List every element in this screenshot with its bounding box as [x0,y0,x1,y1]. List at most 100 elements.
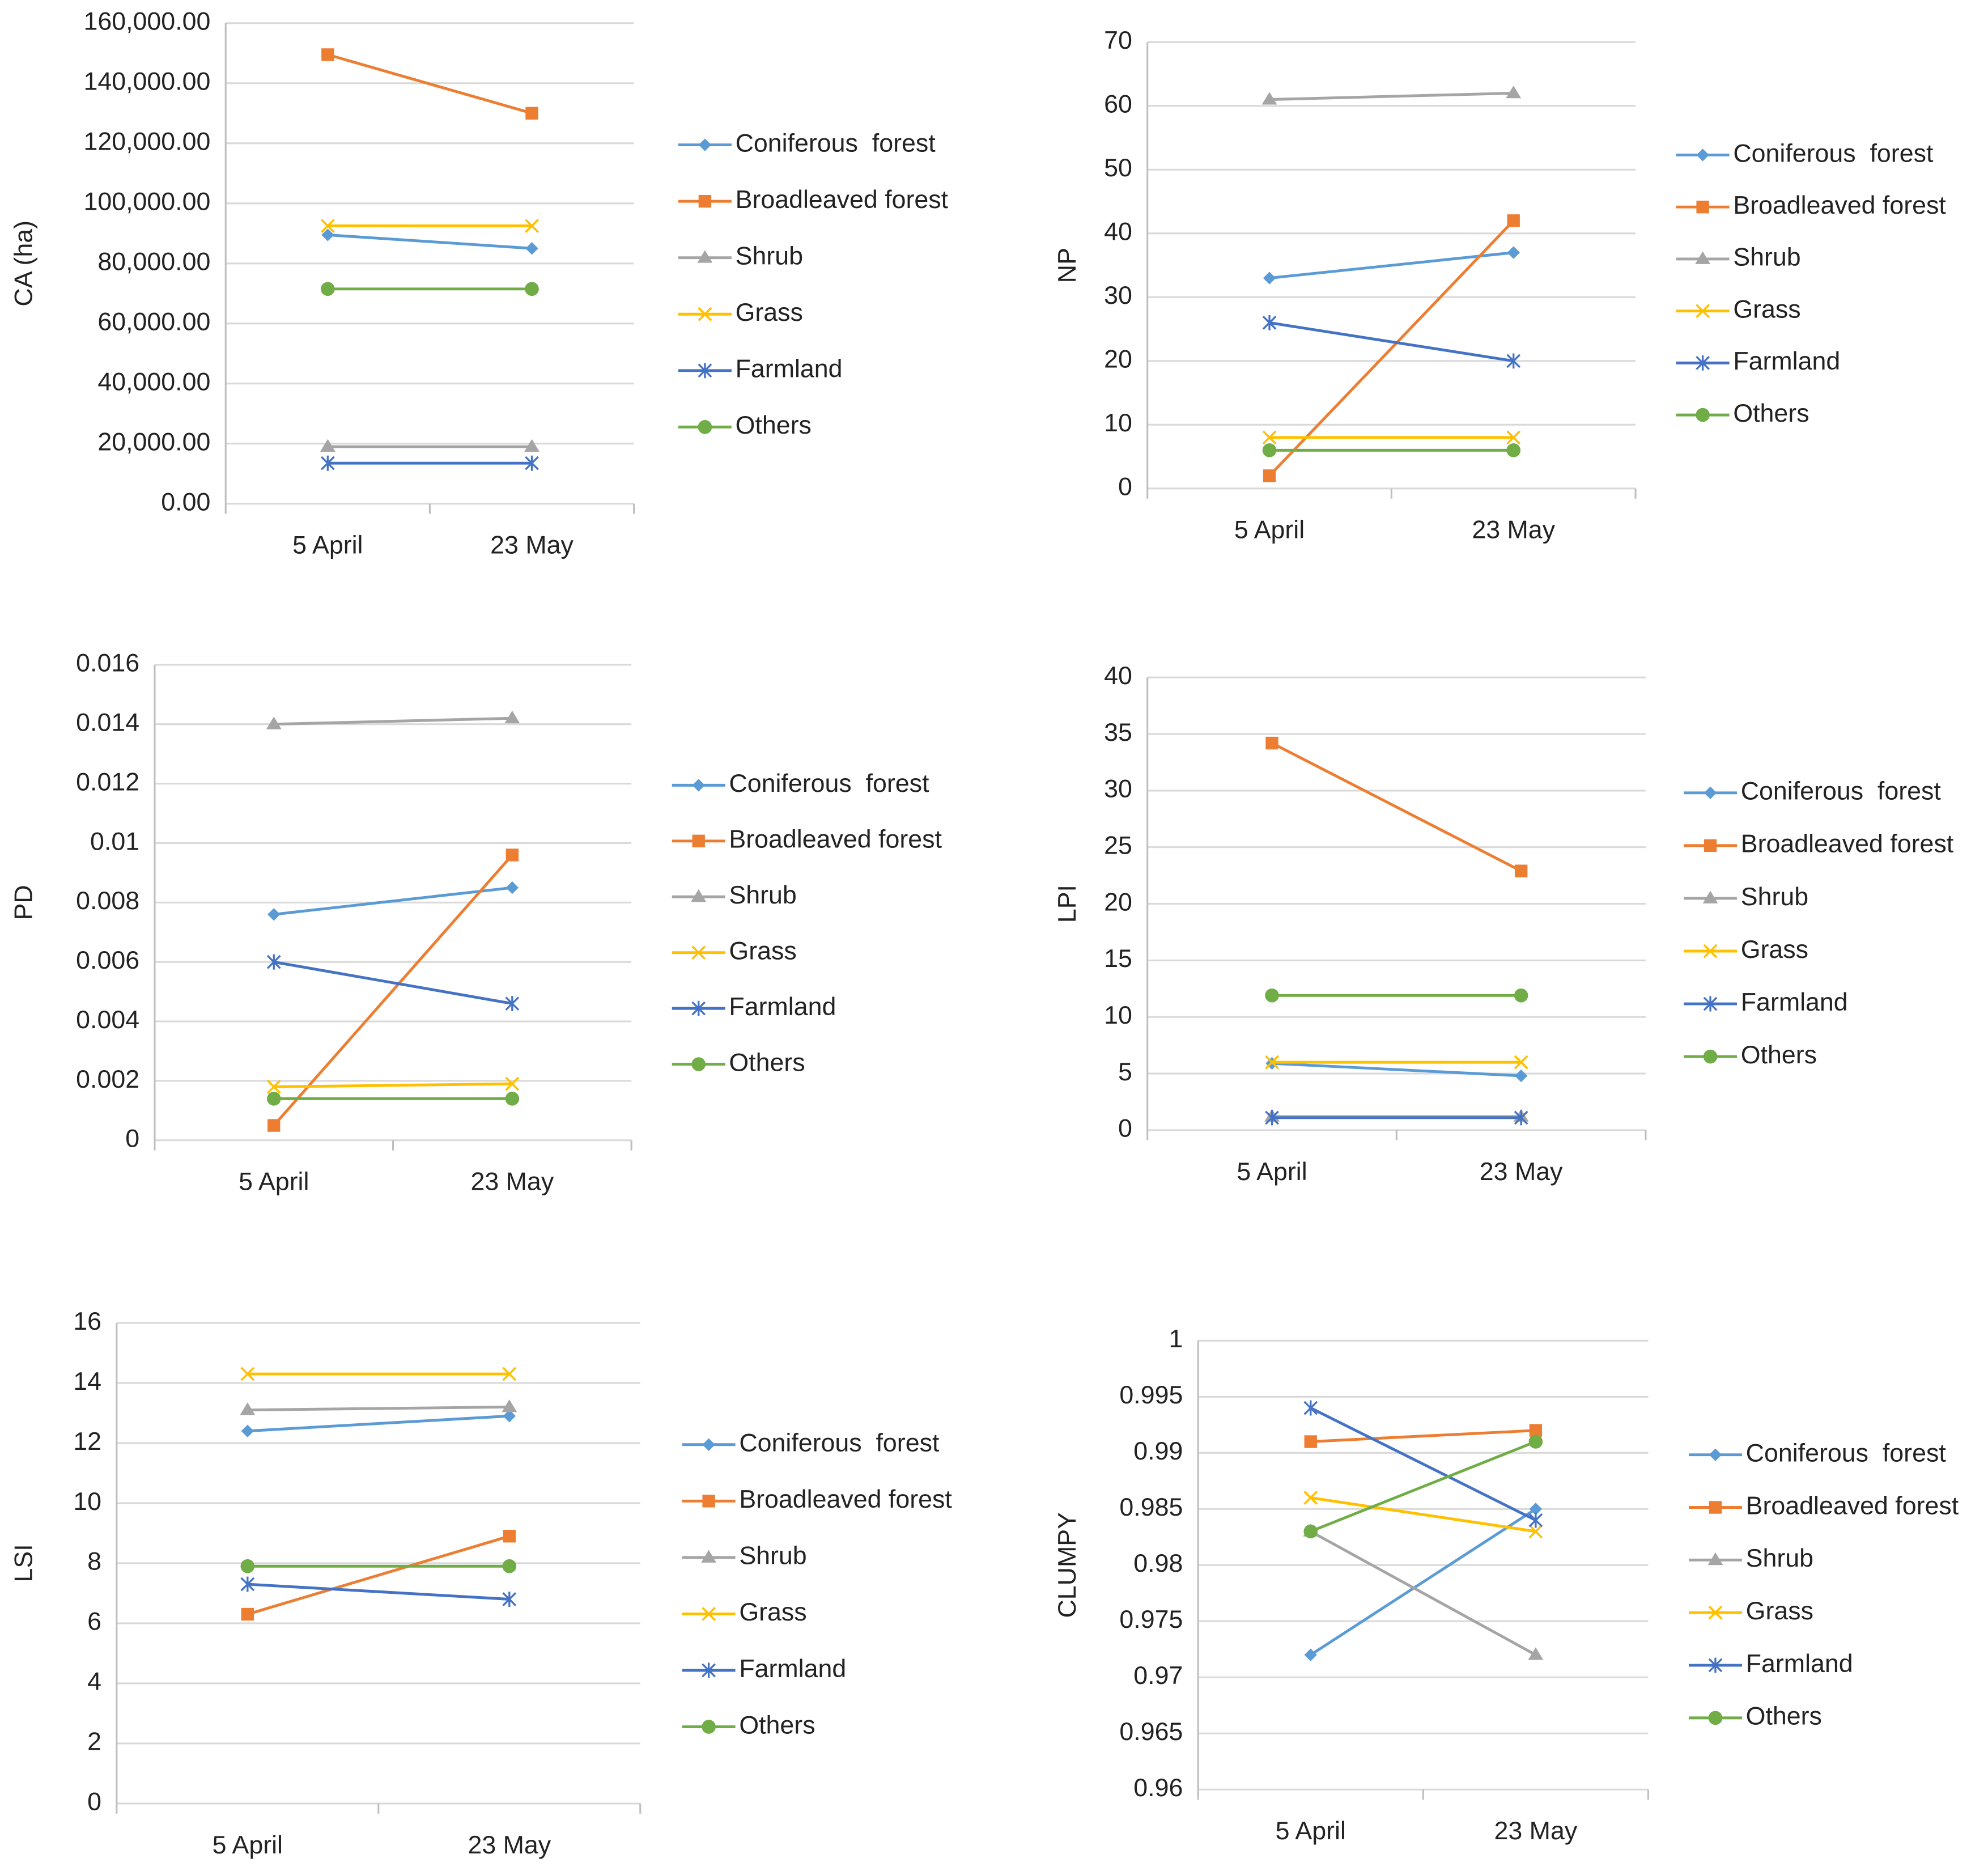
legend-marker [691,1057,706,1071]
marker [1262,430,1277,445]
chart: 0 10 20 30 40 50 60 70 5 April 23 May NP Coniferous… [1053,26,1947,544]
marker [1265,736,1278,750]
x-tick-label: 5 April [239,1168,309,1196]
series-line [327,53,533,115]
y-tick-label: 0 [87,1788,101,1816]
legend-marker [697,250,713,263]
marker [1514,1055,1528,1070]
marker [1506,430,1521,445]
marker [1529,1424,1543,1437]
marker [1514,988,1528,1003]
legend-marker [1709,1448,1722,1461]
marker [321,228,334,241]
legend-marker [1708,1605,1723,1620]
legend-label: Broadleaved forest [739,1485,952,1513]
marker [266,954,281,970]
marker [1303,1400,1318,1416]
series-line [1310,1406,1536,1522]
y-tick-label: 0.012 [76,767,139,796]
legend-marker [1696,149,1709,162]
y-tick-label: 0.985 [1119,1493,1183,1521]
legend-label: Others [1733,399,1809,427]
series-line [247,1534,510,1616]
marker [1514,864,1528,877]
legend-label: Grass [1746,1597,1813,1625]
marker [504,710,520,724]
marker [1265,988,1279,1003]
marker [505,996,520,1012]
marker [1528,1524,1543,1539]
marker [1506,85,1522,99]
marker [321,48,334,61]
legend-label: Shrub [736,242,803,270]
legend-marker [1707,1552,1723,1565]
series-line [1310,1530,1537,1656]
series-line [1310,1508,1537,1656]
marker [241,1424,254,1437]
chart: 0 0.002 0.004 0.006 0.008 0.01 0.012 0.014 0.016… [10,649,942,1196]
legend-marker [702,1720,716,1734]
y-tick-label: 0.96 [1133,1774,1183,1802]
y-axis-title: CLUMPY [1053,1512,1081,1618]
marker [1514,1110,1528,1126]
legend-label: Grass [736,298,803,326]
legend-label: Broadleaved forest [1746,1491,1959,1520]
legend-marker [1695,251,1711,264]
y-tick-label: 160,000.00 [83,7,210,36]
legend-marker [698,420,712,434]
y-tick-label: 40,000.00 [97,368,210,396]
legend-marker [702,1495,715,1508]
y-tick-label: 30 [1104,281,1132,309]
y-axis-title: PD [10,885,38,920]
y-tick-label: 0.016 [76,649,139,677]
y-tick-label: 80,000.00 [97,248,210,276]
legend-marker [1703,1049,1718,1064]
y-tick-label: 0.99 [1133,1437,1183,1465]
marker [525,282,539,296]
series-line [1310,1496,1536,1533]
marker [1262,443,1277,457]
marker [525,107,538,120]
series-line [247,1582,509,1601]
series-line [328,233,532,250]
marker [525,219,539,233]
marker [240,1576,255,1592]
y-tick-label: 20,000.00 [97,428,210,456]
y-tick-label: 10 [73,1487,101,1516]
marker [502,1367,517,1381]
legend-marker [1702,890,1718,903]
marker [502,1592,517,1607]
series-line [273,886,513,916]
legend-label: Farmland [1741,988,1848,1016]
y-tick-label: 4 [87,1668,101,1696]
y-tick-label: 16 [73,1307,101,1335]
marker [1265,1110,1279,1126]
y-tick-label: 2 [87,1728,101,1756]
legend-marker [1696,355,1710,371]
marker [240,1402,256,1415]
y-tick-label: 0.006 [76,946,139,974]
x-tick-label: 23 May [468,1831,551,1859]
y-tick-label: 10 [1104,409,1132,437]
marker [525,455,539,471]
legend-marker [1703,944,1718,958]
legend-label: Farmland [736,355,843,383]
x-tick-label: 23 May [1480,1157,1563,1186]
legend-marker [691,889,707,902]
marker [266,1092,281,1106]
x-tick-label: 23 May [470,1168,554,1196]
x-tick-label: 5 April [1234,516,1305,544]
marker [525,242,538,255]
legend-label: Shrub [729,881,796,909]
legend-label: Others [1741,1041,1817,1069]
legend-label: Coniferous forest [1733,139,1934,167]
legend-marker [698,194,712,208]
series-line [1310,1440,1536,1533]
marker [1514,1069,1528,1083]
y-axis-title: LSI [10,1544,38,1582]
marker [502,1559,517,1573]
marker [321,282,335,296]
marker [320,455,335,471]
y-tick-label: 0.975 [1119,1605,1183,1634]
y-tick-label: 0 [1118,1114,1132,1143]
